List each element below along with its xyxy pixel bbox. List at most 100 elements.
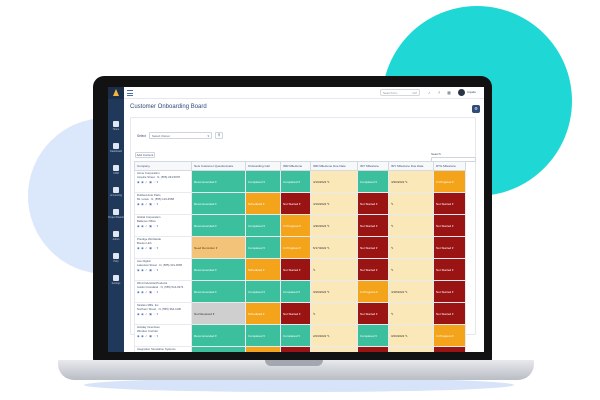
company-name[interactable]: Dubbed Auto Parts: [137, 193, 161, 197]
due-date-cell[interactable]: ✎: [310, 302, 358, 325]
due-date-cell[interactable]: 2/23/2022 ✎: [310, 324, 358, 347]
due-date-cell[interactable]: ✎: [388, 346, 434, 352]
status-cell[interactable]: Not Started ▾: [357, 302, 389, 325]
column-header[interactable]: IMR Milestone: [280, 161, 311, 171]
avatar[interactable]: [458, 89, 465, 96]
status-cell[interactable]: Recommended ▾: [191, 258, 246, 281]
status-cell[interactable]: In Progress ▾: [357, 280, 389, 303]
status-cell[interactable]: Not Started ▾: [433, 236, 466, 259]
column-header[interactable]: IMY Milestone: [357, 161, 389, 171]
grid-icon[interactable]: ▦: [447, 90, 451, 95]
due-date-cell[interactable]: 4/19/2022 ✎: [310, 192, 358, 215]
due-date-cell[interactable]: 4/30/2022 ✎: [310, 214, 358, 237]
status-cell[interactable]: Not Started ▾: [280, 346, 311, 352]
status-cell[interactable]: In Progress ▾: [280, 214, 311, 237]
column-header[interactable]: IMR Milestone Due Date: [310, 161, 358, 171]
status-cell[interactable]: In Progress ▾: [280, 236, 311, 259]
status-cell[interactable]: Completed ▾: [357, 170, 389, 193]
row-action-icons[interactable]: ◉◉✓▣◌▾: [137, 246, 160, 251]
company-name[interactable]: Wind Industrial Products: [137, 281, 168, 285]
sidebar-item-6[interactable]: Help: [108, 251, 124, 273]
status-cell[interactable]: Not Started ▾: [433, 214, 466, 237]
status-cell[interactable]: Not Started ▾: [433, 280, 466, 303]
status-cell[interactable]: Not Started ▾: [280, 302, 311, 325]
global-search-input[interactable]: Search for... Ctrl: [380, 89, 420, 96]
due-date-cell[interactable]: ✎: [388, 236, 434, 259]
column-header[interactable]: RTG Milestone: [433, 161, 466, 171]
status-cell[interactable]: Completed ▾: [245, 324, 281, 347]
status-cell[interactable]: Scheduled ▾: [245, 258, 281, 281]
status-cell[interactable]: Not Started ▾: [280, 192, 311, 215]
status-cell[interactable]: Not Received ▾: [191, 302, 246, 325]
status-cell[interactable]: Not Started ▾: [357, 236, 389, 259]
row-action-icons[interactable]: ◉◉✓▣◌▾: [137, 312, 160, 317]
add-content-button[interactable]: Add Content: [135, 152, 155, 158]
owner-select[interactable]: Select Owner ▾: [149, 132, 212, 139]
status-cell[interactable]: Not Started ▾: [357, 258, 389, 281]
due-date-cell[interactable]: ✎: [310, 346, 358, 352]
status-cell[interactable]: Recommended ▾: [191, 170, 246, 193]
company-name[interactable]: Global Corporation: [137, 215, 161, 219]
row-action-icons[interactable]: ◉◉✓▣◌▾: [137, 180, 160, 185]
status-cell[interactable]: Recommended ▾: [191, 324, 246, 347]
status-cell[interactable]: Not Started ▾: [280, 258, 311, 281]
due-date-cell[interactable]: 4/30/2022 ✎: [388, 170, 434, 193]
status-cell[interactable]: Completed ▾: [280, 324, 311, 347]
status-cell[interactable]: Recommended ▾: [191, 346, 246, 352]
status-cell[interactable]: Need Reminder ▾: [191, 236, 246, 259]
status-cell[interactable]: Not Started ▾: [357, 346, 389, 352]
profile-name[interactable]: Anjalie: [467, 90, 477, 94]
status-cell[interactable]: Not Started ▾: [433, 258, 466, 281]
sidebar-item-7[interactable]: Settings: [108, 273, 124, 295]
help-icon[interactable]: ?: [437, 90, 441, 95]
due-date-cell[interactable]: 4/10/2022 ✎: [310, 170, 358, 193]
row-action-icons[interactable]: ◉◉✓▣◌▾: [137, 202, 160, 207]
sidebar-item-1[interactable]: Dashboard: [108, 141, 124, 163]
row-action-icons[interactable]: ◉◉✓▣◌▾: [137, 290, 160, 295]
sidebar-item-3[interactable]: Accounting: [108, 185, 124, 207]
company-name[interactable]: Prestige Worldwide: [137, 237, 162, 241]
company-name[interactable]: Acme Corporation: [137, 171, 160, 175]
sidebar-item-5[interactable]: Admin: [108, 229, 124, 251]
company-name[interactable]: Ace Digital: [137, 259, 151, 263]
due-date-cell[interactable]: 3/20/2022 ✎: [388, 324, 434, 347]
status-cell[interactable]: Completed ▾: [280, 280, 311, 303]
status-cell[interactable]: Not Started ▾: [433, 346, 466, 352]
status-cell[interactable]: Completed ▾: [245, 236, 281, 259]
row-action-icons[interactable]: ◉◉✓▣◌▾: [137, 334, 160, 339]
due-date-cell[interactable]: 5/17/2022 ✎: [310, 236, 358, 259]
status-cell[interactable]: Recommended ▾: [191, 192, 246, 215]
status-cell[interactable]: Not Started ▾: [357, 192, 389, 215]
status-cell[interactable]: Completed ▾: [280, 170, 311, 193]
sidebar-item-4[interactable]: Project Boards: [108, 207, 124, 229]
due-date-cell[interactable]: ✎: [388, 214, 434, 237]
status-cell[interactable]: Completed ▾: [357, 324, 389, 347]
due-date-cell[interactable]: 3/29/2022 ✎: [310, 280, 358, 303]
status-cell[interactable]: Recommended ▾: [191, 280, 246, 303]
status-cell[interactable]: In Progress ▾: [433, 324, 466, 347]
status-cell[interactable]: Scheduled ▾: [245, 302, 281, 325]
status-cell[interactable]: Not Started ▾: [433, 192, 466, 215]
status-cell[interactable]: Completed ▾: [245, 280, 281, 303]
due-date-cell[interactable]: ✎: [388, 302, 434, 325]
status-cell[interactable]: In Progress ▾: [433, 170, 466, 193]
company-name[interactable]: Integration Simulation Systems: [137, 347, 176, 351]
due-date-cell[interactable]: 4/18/2022 ✎: [388, 280, 434, 303]
due-date-cell[interactable]: ✎: [388, 192, 434, 215]
settings-gear-icon[interactable]: ⚙: [472, 105, 480, 113]
company-name[interactable]: Stratton Mills, Inc.: [137, 303, 160, 307]
row-action-icons[interactable]: ◉◉✓▣◌▾: [137, 224, 160, 229]
column-header[interactable]: IMY Milestone Due Date: [388, 161, 434, 171]
status-cell[interactable]: Completed ▾: [245, 214, 281, 237]
column-header[interactable]: New Customer Questionnaire: [191, 161, 246, 171]
bell-icon[interactable]: ♪: [428, 90, 430, 95]
search-icon[interactable]: ⚲: [215, 132, 223, 139]
column-header[interactable]: Onboarding Call: [245, 161, 281, 171]
status-cell[interactable]: Scheduled ▾: [245, 346, 281, 352]
status-cell[interactable]: Completed ▾: [245, 170, 281, 193]
sidebar-item-0[interactable]: Home: [108, 119, 124, 141]
status-cell[interactable]: Scheduled ▾: [245, 192, 281, 215]
status-cell[interactable]: Not Started ▾: [357, 214, 389, 237]
sidebar-item-2[interactable]: CRM: [108, 163, 124, 185]
due-date-cell[interactable]: ✎: [310, 258, 358, 281]
